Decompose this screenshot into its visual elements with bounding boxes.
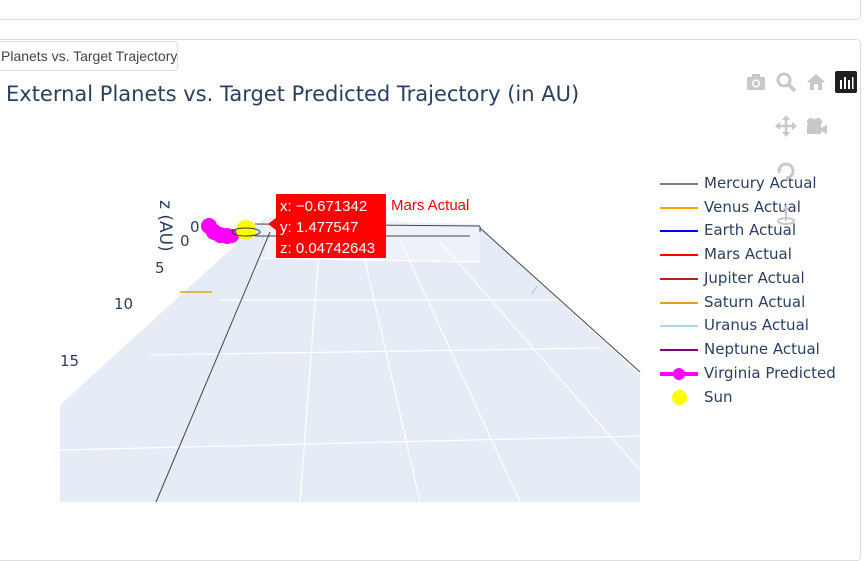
hover-y-value: y: 1.477547: [280, 219, 359, 236]
legend-item-saturn[interactable]: Saturn Actual: [660, 293, 860, 313]
orbit-camera-icon[interactable]: [805, 115, 827, 137]
zoom-icon[interactable]: [775, 71, 797, 93]
scene-3d[interactable]: z (AU) 0 0 5 10 15: [0, 0, 865, 547]
z-tick-label: 15: [60, 352, 79, 370]
hover-x-value: x: −0.671342: [280, 198, 368, 215]
legend-swatch: [660, 183, 698, 185]
pan-icon[interactable]: [775, 115, 797, 137]
legend-swatch: [660, 325, 698, 327]
legend-swatch: [660, 278, 698, 280]
z-tick-label: 0: [180, 232, 190, 250]
tab-planets-trajectory[interactable]: Planets vs. Target Trajectory: [0, 41, 178, 71]
inner-orbits: [231, 227, 261, 237]
z-tick-label: 0: [190, 218, 200, 236]
grid-lines: [59, 235, 641, 503]
legend-swatch: [660, 349, 698, 351]
hover-tooltip: x: −0.671342 y: 1.477547 z: 0.04742643: [276, 194, 386, 258]
legend-item-jupiter[interactable]: Jupiter Actual: [660, 269, 860, 289]
legend-item-virginia[interactable]: Virginia Predicted: [660, 364, 860, 384]
hover-pointer: [268, 218, 276, 230]
plotly-logo-icon[interactable]: [835, 71, 857, 93]
turntable-rotation-icon[interactable]: [775, 160, 797, 182]
sun-marker: [236, 220, 256, 240]
reset-axes-icon[interactable]: [775, 204, 797, 226]
z-tick-label: 10: [114, 295, 133, 313]
legend-item-venus[interactable]: Venus Actual: [660, 198, 860, 218]
legend-item-mars[interactable]: Mars Actual: [660, 245, 860, 265]
floor-plane: [60, 218, 640, 502]
z-axis-title: z (AU): [155, 200, 175, 252]
hover-trace-name: Mars Actual: [391, 197, 470, 214]
z-tick-label: 5: [155, 259, 165, 277]
virginia-predicted-markers: [201, 218, 239, 244]
hover-z-value: z: 0.04742643: [280, 240, 376, 257]
camera-icon[interactable]: [745, 71, 767, 93]
legend-item-earth[interactable]: Earth Actual: [660, 221, 860, 241]
legend-item-mercury[interactable]: Mercury Actual: [660, 174, 860, 194]
top-card: [0, 0, 861, 20]
legend-marker: [673, 368, 685, 380]
legend-item-neptune[interactable]: Neptune Actual: [660, 340, 860, 360]
chart-title: External Planets vs. Target Predicted Tr…: [6, 82, 580, 106]
legend-item-sun[interactable]: Sun: [660, 388, 860, 408]
legend-swatch: [660, 302, 698, 304]
uranus-trace-segment: [531, 285, 538, 295]
legend-marker: [672, 390, 687, 405]
home-icon[interactable]: [805, 71, 827, 93]
legend-swatch: [660, 207, 698, 209]
legend-swatch: [660, 254, 698, 256]
legend-item-uranus[interactable]: Uranus Actual: [660, 316, 860, 336]
legend-swatch: [660, 230, 698, 232]
